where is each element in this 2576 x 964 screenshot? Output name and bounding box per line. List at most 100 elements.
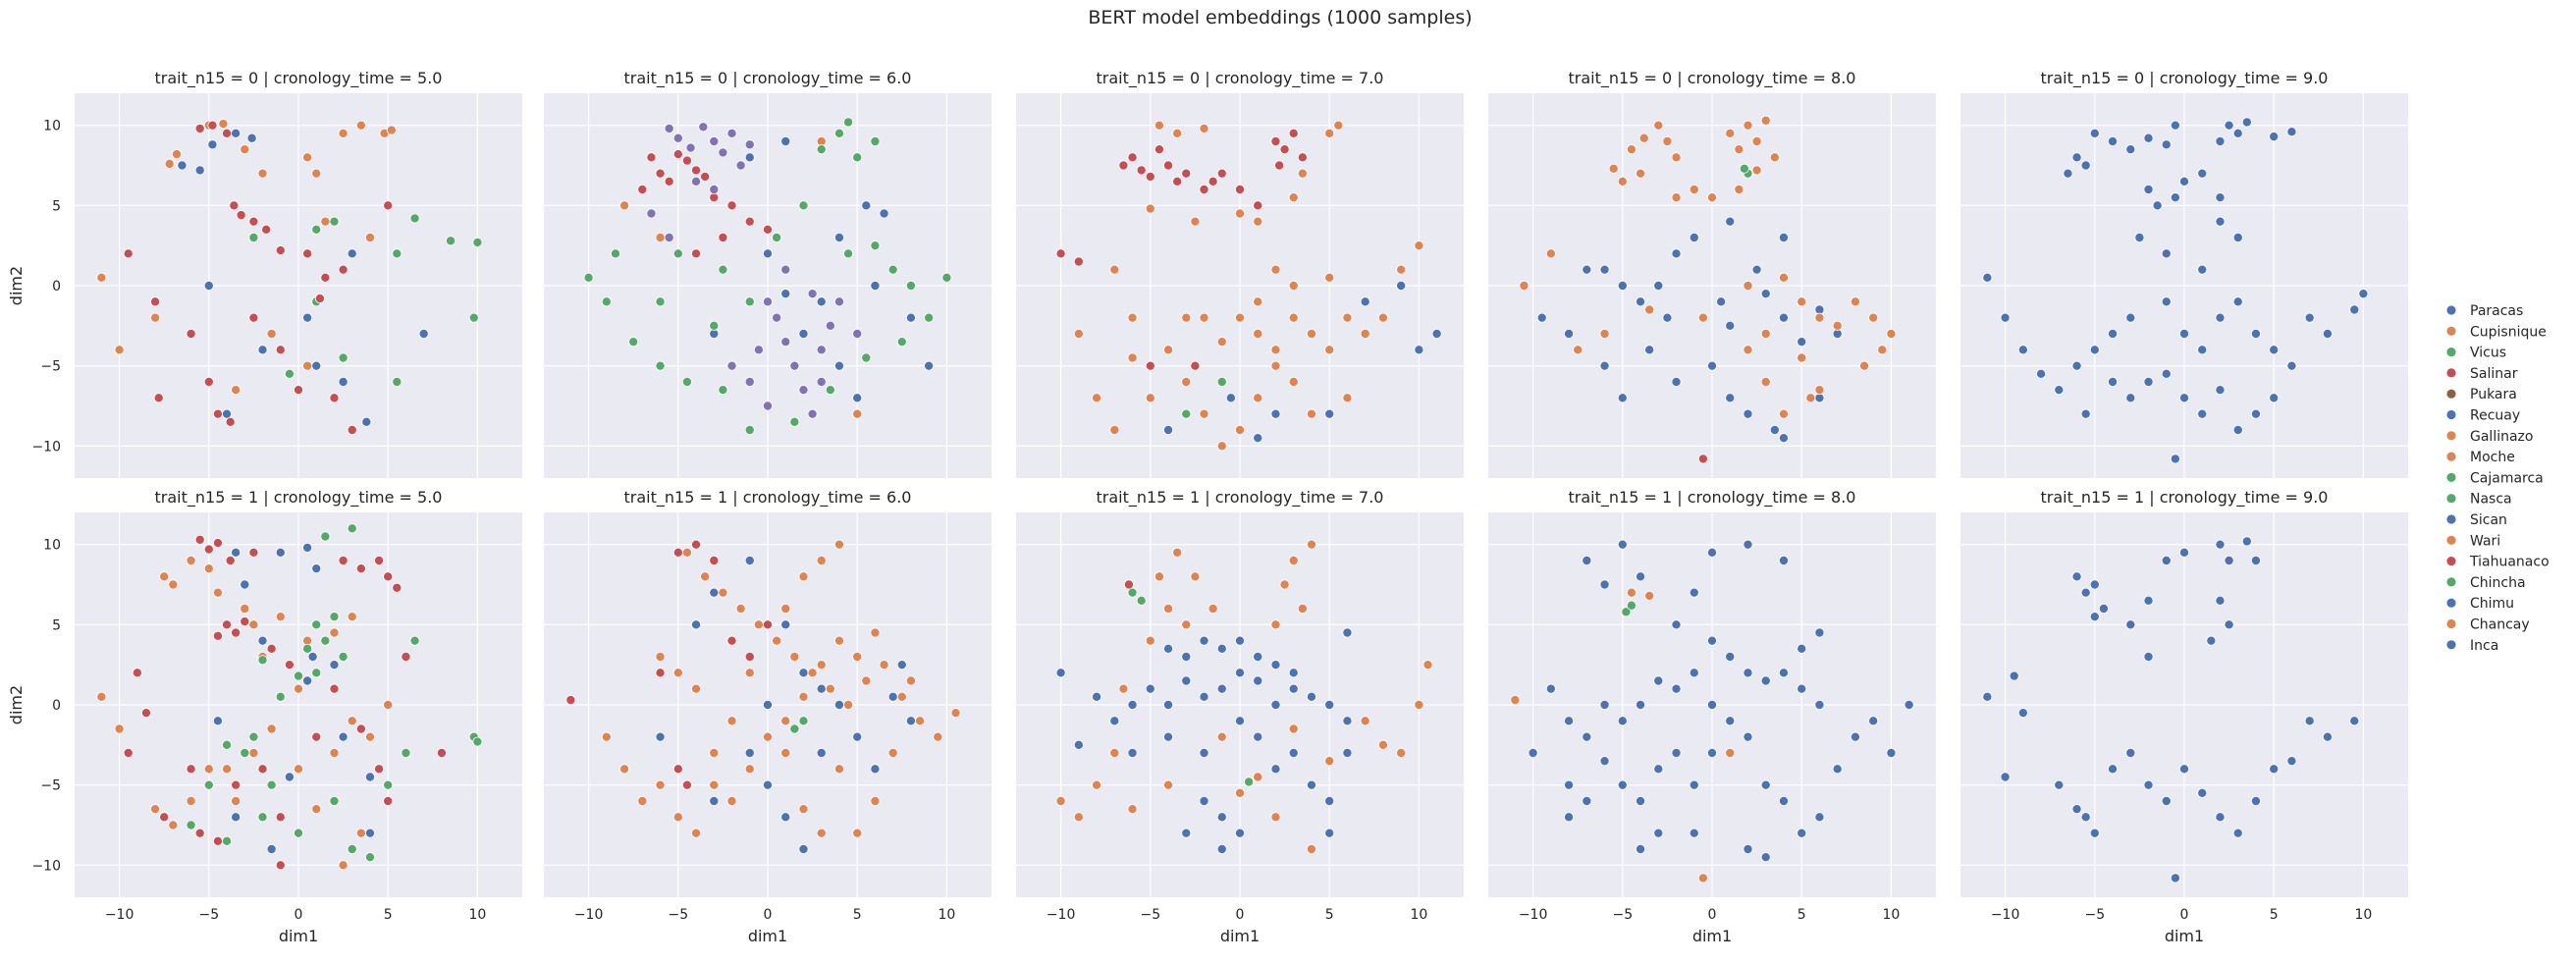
data-point [807, 408, 818, 419]
data-point [383, 700, 394, 711]
data-point [329, 627, 340, 638]
data-point [816, 828, 827, 838]
data-point [1324, 756, 1335, 767]
data-point [691, 248, 702, 259]
data-point [275, 245, 286, 256]
data-point [1235, 787, 1246, 798]
data-point [186, 764, 196, 775]
data-point [2197, 345, 2208, 355]
panel-title: trait_n15 = 1 | cronology_time = 9.0 [2041, 488, 2329, 508]
data-point [1288, 128, 1299, 138]
data-point [1778, 408, 1789, 419]
data-point [2080, 812, 2091, 823]
data-point [691, 165, 702, 176]
data-point [1235, 312, 1246, 323]
legend-item: Pukara [2445, 387, 2517, 402]
data-point [1689, 668, 1699, 678]
data-point [338, 556, 349, 566]
data-point [266, 844, 277, 855]
data-point [194, 828, 205, 838]
data-point [1270, 408, 1281, 419]
data-point [1199, 312, 1209, 323]
data-point [1288, 556, 1299, 566]
data-point [150, 312, 161, 323]
data-point [1342, 716, 1353, 726]
y-axis-label: dim2 [7, 266, 26, 305]
data-point [763, 700, 774, 711]
data-point [1671, 248, 1682, 259]
data-point [1181, 376, 1192, 387]
legend-item: Nasca [2445, 492, 2512, 508]
data-point [870, 241, 881, 251]
data-point [275, 547, 286, 558]
data-point [2286, 127, 2297, 137]
data-point [1797, 296, 1807, 307]
data-point [2161, 796, 2172, 807]
data-point [852, 152, 863, 163]
data-point [780, 289, 791, 299]
data-point [852, 408, 863, 419]
data-point [266, 779, 277, 790]
data-point [1536, 312, 1547, 323]
data-point [763, 731, 774, 742]
data-point [364, 772, 375, 782]
data-point [2071, 804, 2082, 815]
data-point [1707, 360, 1718, 371]
data-point [1253, 675, 1263, 686]
data-point [2000, 772, 2011, 782]
data-point [1181, 312, 1192, 323]
data-point [347, 844, 357, 855]
legend-label: Vicus [2470, 346, 2506, 361]
data-point [619, 764, 630, 775]
data-point [1396, 264, 1407, 275]
data-point [1154, 571, 1164, 582]
data-point [1235, 208, 1246, 219]
data-point [1797, 352, 1807, 363]
data-point [1725, 748, 1736, 759]
legend-label: Pukara [2470, 387, 2517, 402]
x-axis-label: dim1 [1220, 927, 1260, 945]
data-point [194, 123, 205, 134]
data-point [1904, 700, 1914, 711]
data-point [1617, 539, 1628, 550]
data-point [744, 556, 755, 566]
panel-r0-c4: trait_n15 = 0 | cronology_time = 9.0 [1960, 69, 2408, 478]
data-point [637, 796, 648, 807]
data-point [248, 748, 259, 759]
data-point [212, 587, 223, 598]
data-point [1288, 280, 1299, 291]
x-tick-label: 5 [1325, 907, 1334, 923]
data-point [1216, 168, 1227, 179]
data-point [744, 139, 755, 150]
data-point [2143, 652, 2154, 663]
data-point [2215, 385, 2226, 396]
data-point [798, 571, 809, 582]
data-point [726, 200, 737, 211]
data-point [436, 748, 447, 759]
data-point [816, 556, 827, 566]
data-point [446, 236, 456, 246]
y-tick-label: 10 [43, 119, 61, 134]
data-point [347, 248, 357, 259]
data-point [709, 135, 720, 146]
data-point [780, 264, 791, 275]
legend-marker [2445, 534, 2457, 546]
data-point [1324, 345, 1335, 355]
data-point [1797, 643, 1807, 654]
data-point [1055, 668, 1066, 678]
legend-label: Nasca [2470, 492, 2512, 508]
data-point [1832, 320, 1843, 331]
legend-marker [2445, 409, 2457, 420]
data-point [1270, 345, 1281, 355]
data-point [1199, 123, 1209, 134]
data-point [924, 360, 935, 371]
data-point [619, 200, 630, 211]
data-point [1279, 144, 1290, 155]
x-tick-label: 5 [384, 907, 393, 923]
data-point [2197, 264, 2208, 275]
data-point [132, 668, 142, 678]
data-point [1244, 777, 1255, 787]
data-point [1127, 700, 1138, 711]
data-point [1190, 360, 1201, 371]
data-point [807, 289, 818, 299]
